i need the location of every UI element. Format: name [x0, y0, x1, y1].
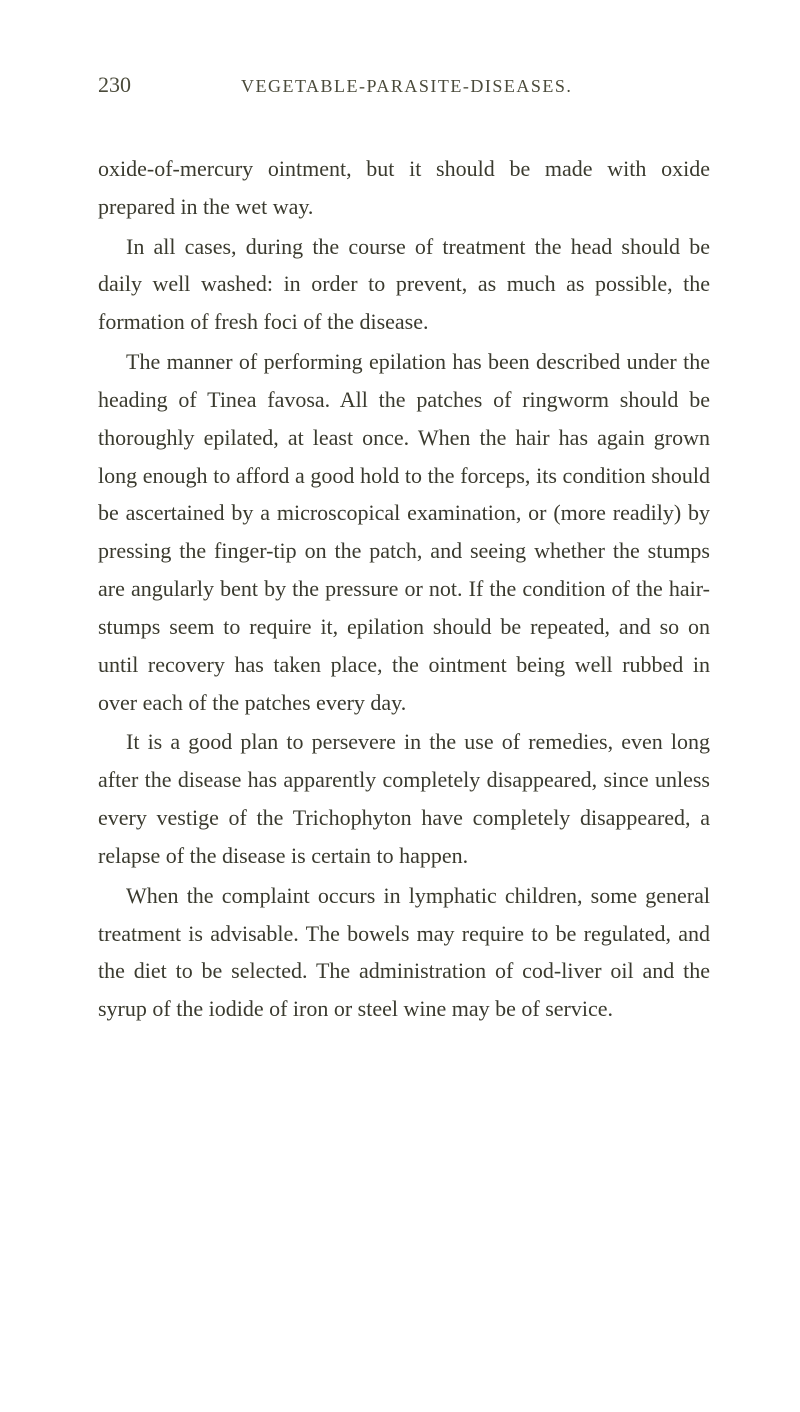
paragraph-1: oxide-of-mercury ointment, but it should… — [98, 150, 710, 226]
paragraph-5: When the complaint occurs in lymphatic c… — [98, 877, 710, 1028]
page-header: 230 VEGETABLE-PARASITE-DISEASES. — [98, 72, 710, 98]
paragraph-3: The manner of performing epilation has b… — [98, 343, 710, 721]
page-title: VEGETABLE-PARASITE-DISEASES. — [241, 76, 572, 97]
paragraph-2: In all cases, during the course of treat… — [98, 228, 710, 341]
body-text: oxide-of-mercury ointment, but it should… — [98, 150, 710, 1028]
page-number: 230 — [98, 72, 131, 98]
paragraph-4: It is a good plan to persevere in the us… — [98, 723, 710, 874]
